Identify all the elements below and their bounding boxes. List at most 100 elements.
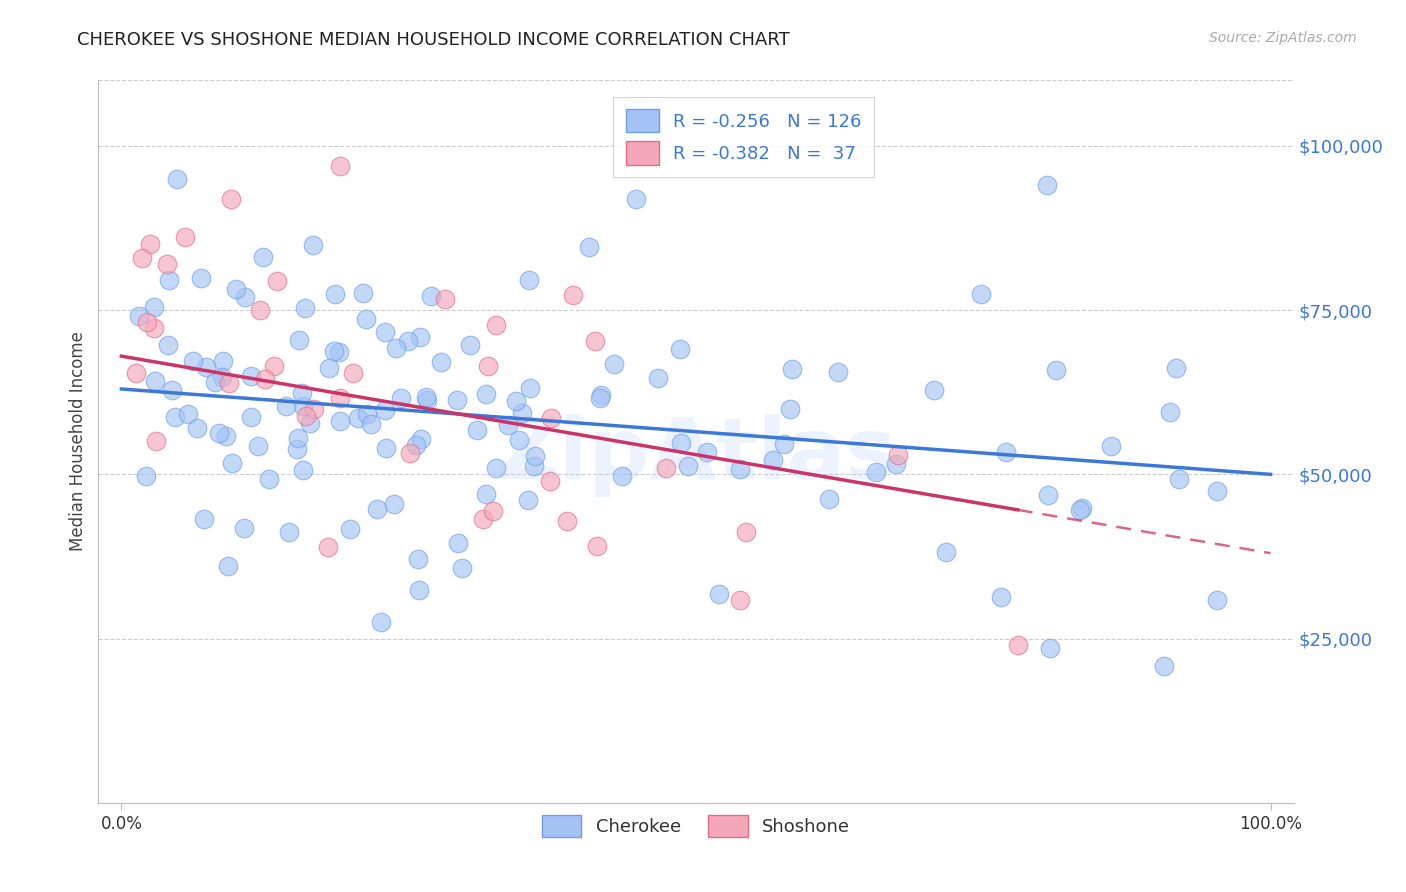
Point: [139, 237, 162, 252]
Point: [217, 558, 239, 573]
Point: [578, 240, 600, 254]
Point: [177, 407, 200, 421]
Point: [208, 425, 231, 440]
Point: [253, 372, 276, 386]
Point: [302, 401, 325, 416]
Point: [370, 615, 392, 629]
Point: [257, 472, 280, 486]
Point: [1036, 178, 1059, 193]
Point: [329, 414, 352, 428]
Point: [211, 370, 233, 384]
Point: [475, 487, 498, 501]
Point: [1007, 638, 1029, 652]
Point: [131, 251, 153, 265]
Point: [406, 552, 429, 566]
Point: [298, 416, 321, 430]
Point: [1045, 363, 1067, 377]
Point: [446, 392, 468, 407]
Point: [583, 334, 606, 348]
Point: [669, 342, 692, 356]
Point: [396, 334, 419, 348]
Legend: Cherokee, Shoshone: Cherokee, Shoshone: [534, 808, 858, 845]
Point: [508, 434, 530, 448]
Point: [356, 407, 378, 421]
Text: CHEROKEE VS SHOSHONE MEDIAN HOUSEHOLD INCOME CORRELATION CHART: CHEROKEE VS SHOSHONE MEDIAN HOUSEHOLD IN…: [77, 31, 790, 49]
Point: [477, 359, 499, 373]
Point: [135, 469, 157, 483]
Point: [166, 171, 188, 186]
Point: [266, 274, 288, 288]
Point: [415, 390, 437, 404]
Point: [517, 273, 540, 287]
Point: [818, 491, 841, 506]
Point: [323, 343, 346, 358]
Point: [240, 368, 263, 383]
Point: [696, 444, 718, 458]
Point: [1166, 361, 1188, 376]
Point: [405, 438, 427, 452]
Point: [181, 354, 204, 368]
Point: [1069, 503, 1091, 517]
Point: [969, 287, 991, 301]
Point: [450, 561, 472, 575]
Point: [1205, 593, 1227, 607]
Point: [735, 525, 758, 540]
Point: [247, 439, 270, 453]
Point: [430, 355, 453, 369]
Point: [125, 366, 148, 380]
Point: [887, 448, 910, 462]
Point: [277, 525, 299, 540]
Point: [416, 392, 439, 407]
Point: [589, 391, 612, 405]
Point: [773, 437, 796, 451]
Point: [174, 229, 197, 244]
Point: [301, 238, 323, 252]
Point: [524, 449, 547, 463]
Point: [555, 514, 578, 528]
Point: [375, 441, 398, 455]
Point: [291, 462, 314, 476]
Point: [612, 469, 634, 483]
Point: [143, 300, 166, 314]
Point: [233, 521, 256, 535]
Point: [779, 402, 801, 417]
Text: ZipAtlas: ZipAtlas: [496, 415, 896, 498]
Point: [505, 394, 527, 409]
Point: [366, 502, 388, 516]
Point: [1039, 641, 1062, 656]
Point: [143, 374, 166, 388]
Point: [409, 432, 432, 446]
Point: [215, 429, 238, 443]
Point: [485, 318, 508, 332]
Point: [263, 359, 285, 373]
Text: Source: ZipAtlas.com: Source: ZipAtlas.com: [1209, 31, 1357, 45]
Point: [458, 337, 481, 351]
Point: [884, 457, 907, 471]
Point: [419, 288, 441, 302]
Point: [145, 434, 167, 449]
Point: [252, 250, 274, 264]
Point: [288, 333, 311, 347]
Point: [382, 497, 405, 511]
Point: [385, 341, 408, 355]
Point: [540, 411, 562, 425]
Point: [538, 474, 561, 488]
Point: [346, 410, 368, 425]
Point: [1206, 484, 1229, 499]
Point: [240, 409, 263, 424]
Point: [517, 492, 540, 507]
Point: [1038, 488, 1060, 502]
Point: [156, 257, 179, 271]
Point: [481, 504, 503, 518]
Point: [1167, 472, 1189, 486]
Point: [624, 192, 647, 206]
Point: [318, 361, 340, 376]
Point: [157, 273, 180, 287]
Point: [352, 285, 374, 300]
Point: [676, 458, 699, 473]
Point: [990, 591, 1012, 605]
Point: [586, 539, 609, 553]
Point: [496, 418, 519, 433]
Point: [1101, 439, 1123, 453]
Point: [728, 462, 751, 476]
